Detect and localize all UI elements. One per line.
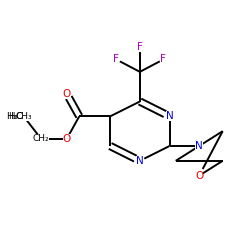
Text: O: O: [195, 171, 203, 181]
Text: O: O: [63, 134, 71, 143]
Text: F: F: [160, 54, 166, 64]
Text: O: O: [63, 89, 71, 99]
Text: H₃: H₃: [8, 112, 18, 121]
Text: F: F: [114, 54, 119, 64]
Text: N: N: [136, 156, 144, 166]
Text: CH₃: CH₃: [15, 112, 32, 121]
Text: CH₂: CH₂: [33, 134, 49, 143]
Text: F: F: [137, 42, 143, 52]
Text: N: N: [166, 111, 173, 121]
Text: H₃C: H₃C: [6, 112, 22, 121]
Text: N: N: [195, 141, 203, 151]
